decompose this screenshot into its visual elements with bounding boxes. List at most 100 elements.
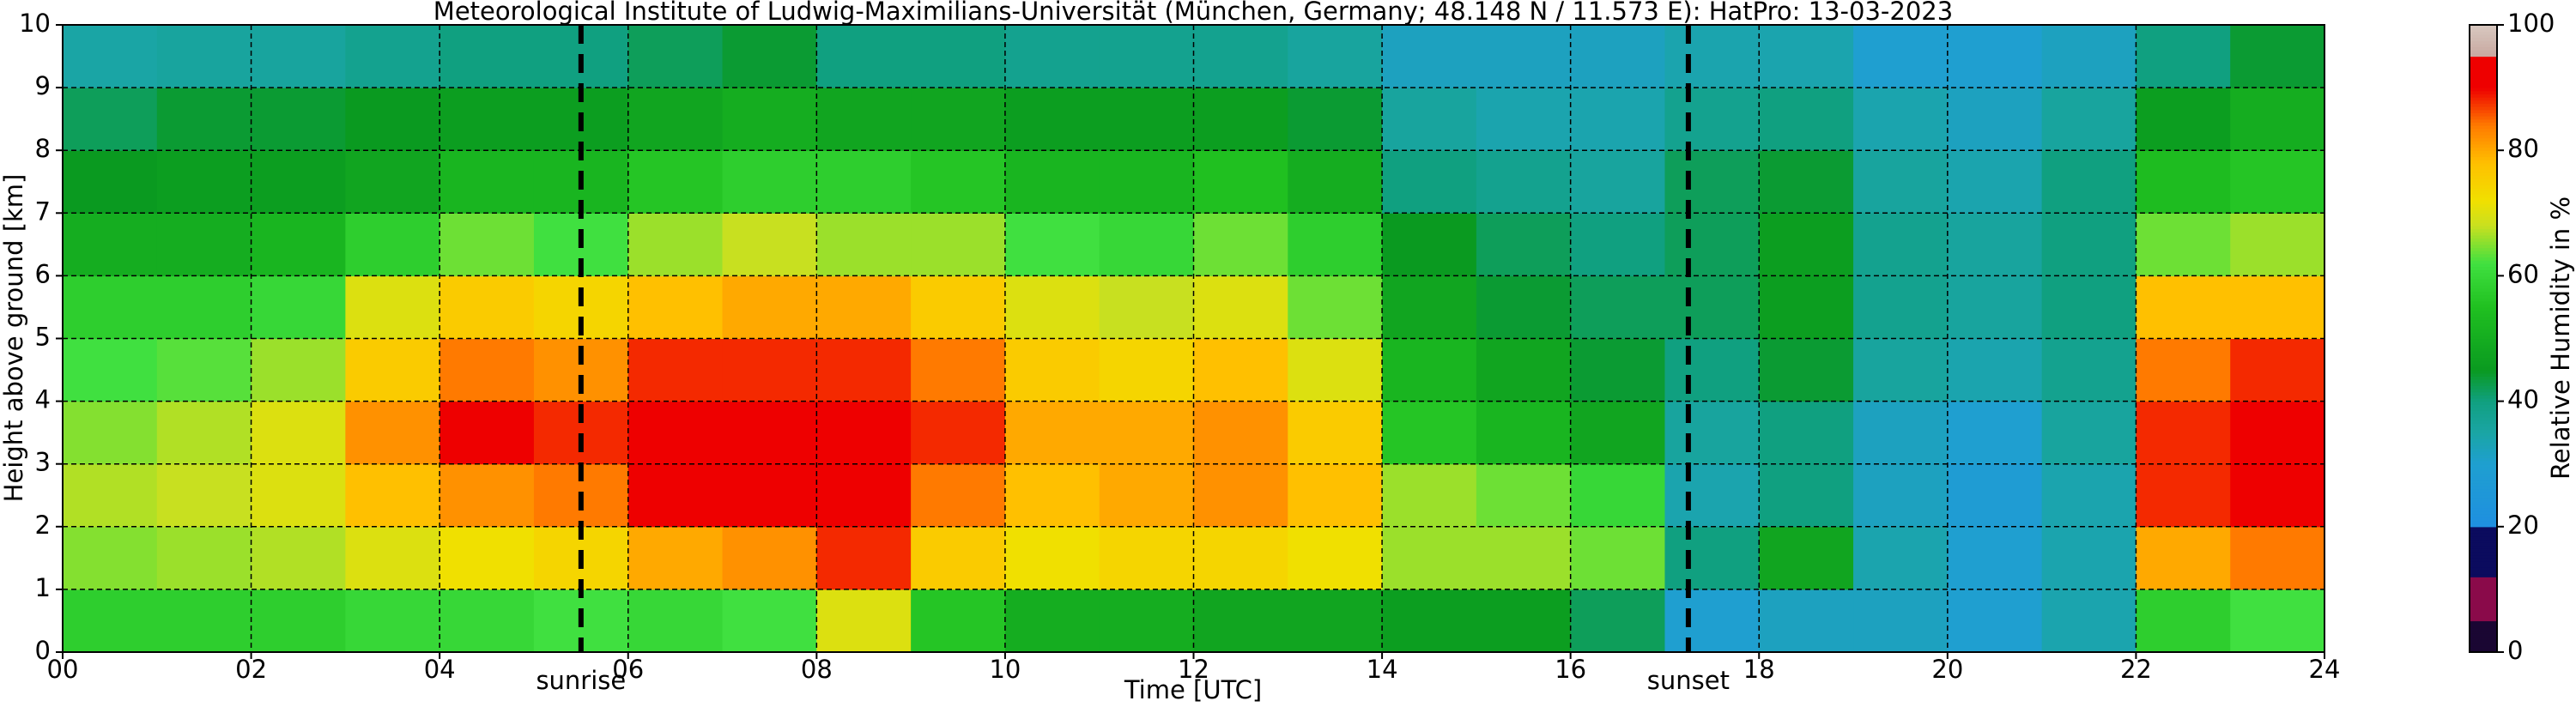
heatmap-cell — [63, 88, 158, 151]
colorbar-strip — [2470, 65, 2497, 69]
heatmap-cell — [2230, 338, 2325, 402]
colorbar-strip — [2470, 514, 2497, 518]
heatmap-cell — [911, 88, 1006, 151]
heatmap-cell — [1664, 275, 1760, 339]
heatmap-cell — [1004, 150, 1100, 214]
colorbar-strip — [2470, 564, 2497, 568]
colorbar-strip — [2470, 451, 2497, 456]
colorbar-strip — [2470, 533, 2497, 537]
heatmap-cell — [1288, 526, 1383, 590]
heatmap-cell — [627, 88, 724, 151]
colorbar-strip — [2470, 344, 2497, 349]
heatmap-cell — [345, 526, 440, 590]
heatmap-cell — [156, 401, 252, 465]
heatmap-cell — [2136, 275, 2231, 339]
heatmap-cell — [1382, 88, 1477, 151]
colorbar-strip — [2470, 341, 2497, 346]
colorbar-strip — [2470, 370, 2497, 374]
colorbar-strip — [2470, 539, 2497, 543]
colorbar-strip — [2470, 137, 2497, 142]
colorbar-strip — [2470, 56, 2497, 60]
heatmap-cell — [345, 213, 440, 276]
colorbar-strip — [2470, 401, 2497, 405]
colorbar-strip — [2470, 482, 2497, 486]
heatmap-cell — [1759, 463, 1854, 528]
heatmap-cell — [1570, 526, 1665, 590]
heatmap-cell — [2230, 150, 2325, 214]
colorbar-strip — [2470, 197, 2497, 202]
heatmap-cell — [1382, 338, 1477, 402]
colorbar-strip — [2470, 523, 2497, 528]
colorbar-strip — [2470, 310, 2497, 314]
heatmap-cell — [722, 25, 817, 88]
heatmap-cell — [1759, 589, 1854, 653]
colorbar-strip — [2470, 397, 2497, 402]
heatmap-cell — [1476, 401, 1572, 465]
colorbar-strip — [2470, 181, 2497, 186]
colorbar-strip — [2470, 166, 2497, 170]
heatmap-cell — [1099, 275, 1194, 339]
heatmap-cell — [1476, 150, 1572, 214]
colorbar-strip — [2470, 232, 2497, 236]
heatmap-cell — [439, 589, 535, 653]
heatmap-cell — [1759, 275, 1854, 339]
heatmap-cell — [1382, 213, 1477, 276]
colorbar-strip — [2470, 238, 2497, 242]
colorbar-strip — [2470, 75, 2497, 79]
colorbar-strip — [2470, 244, 2497, 249]
heatmap-cell — [1664, 463, 1760, 528]
colorbar-strip — [2470, 294, 2497, 299]
heatmap-cell — [63, 275, 158, 339]
colorbar-strip — [2470, 498, 2497, 503]
colorbar-strip — [2470, 257, 2497, 261]
heatmap-cell — [1570, 401, 1665, 465]
heatmap-cell — [1193, 88, 1288, 151]
heatmap-cell — [439, 526, 535, 590]
heatmap-cell — [2136, 463, 2231, 528]
heatmap-cell — [722, 275, 817, 339]
heatmap-cell — [1947, 338, 2043, 402]
colorbar-strip — [2470, 52, 2497, 57]
colorbar-tick-label: 0 — [2507, 636, 2523, 665]
heatmap-cell — [911, 338, 1006, 402]
heatmap-cell — [1947, 526, 2043, 590]
colorbar-strip — [2470, 228, 2497, 233]
colorbar-strip — [2470, 184, 2497, 189]
heatmap-cell — [722, 150, 817, 214]
colorbar-strip — [2470, 209, 2497, 214]
colorbar-frame — [2469, 24, 2498, 653]
heatmap-cell — [1099, 88, 1194, 151]
heatmap-cell — [1288, 401, 1383, 465]
x-tick-label: 14 — [1367, 655, 1398, 684]
colorbar-strip — [2470, 162, 2497, 167]
heatmap-cell — [1288, 338, 1383, 402]
heatmap-cell — [1664, 88, 1760, 151]
heatmap-cell — [1759, 401, 1854, 465]
heatmap-cell — [156, 589, 252, 653]
colorbar-strip — [2470, 488, 2497, 493]
colorbar-strip — [2470, 645, 2497, 650]
heatmap-cell — [1570, 463, 1665, 528]
heatmap-cell — [2230, 589, 2325, 653]
heatmap-cell — [1664, 338, 1760, 402]
colorbar-strip — [2470, 190, 2497, 195]
heatmap-cell — [1193, 150, 1288, 214]
heatmap-cell — [816, 88, 912, 151]
colorbar-strip — [2470, 143, 2497, 148]
heatmap-cell — [251, 275, 346, 339]
heatmap-cell — [1853, 338, 1949, 402]
heatmap-cell — [251, 401, 346, 465]
heatmap-cell — [1759, 338, 1854, 402]
colorbar-strip — [2470, 200, 2497, 204]
heatmap-cell — [1476, 275, 1572, 339]
colorbar-tick-label: 80 — [2507, 134, 2539, 163]
colorbar-strip — [2470, 62, 2497, 67]
colorbar-strip — [2470, 438, 2497, 443]
heatmap-cell — [1853, 150, 1949, 214]
heatmap-cell — [251, 526, 346, 590]
colorbar-strip — [2470, 595, 2497, 600]
colorbar-strip — [2470, 323, 2497, 327]
colorbar-strip — [2470, 316, 2497, 321]
heatmap-cell — [345, 150, 440, 214]
colorbar-strip — [2470, 592, 2497, 596]
